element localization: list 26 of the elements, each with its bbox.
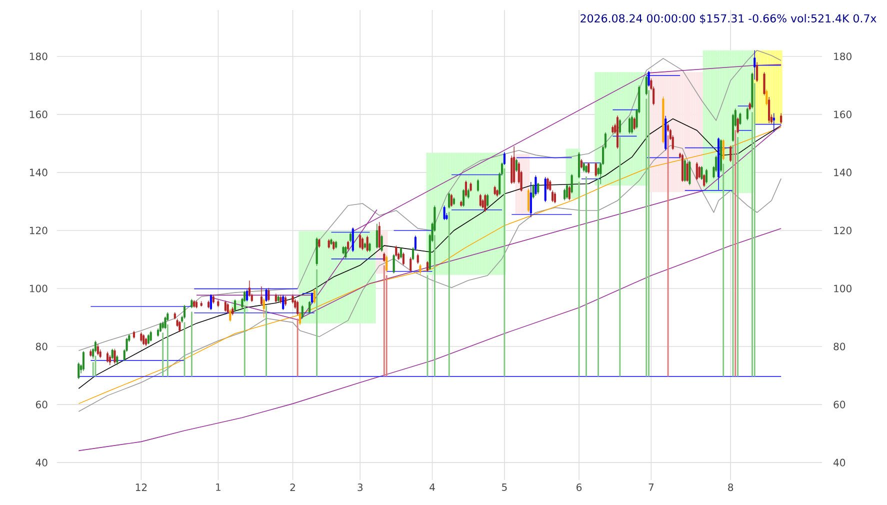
x-tick-label: 5 — [502, 484, 507, 491]
y2-tick-label: 60 — [834, 400, 846, 408]
x-tick-label: 3 — [358, 484, 363, 492]
y2-tick-label: 100 — [834, 284, 852, 292]
y2-tick-label: 80 — [834, 342, 846, 350]
y2-tick-label: 40 — [834, 458, 846, 466]
y-tick-label: 120 — [30, 226, 48, 234]
x-tick-label: 2 — [290, 484, 295, 491]
x-tick-label: 6 — [576, 484, 582, 492]
x-tick-label: 7 — [648, 484, 654, 491]
x-tick-label: 1 — [216, 484, 220, 491]
y2-tick-label: 120 — [834, 226, 852, 234]
x-tick-label: 12 — [136, 484, 147, 491]
y-tick-label: 60 — [36, 400, 48, 408]
x-tick-label: 4 — [430, 484, 435, 491]
y-tick-label: 40 — [36, 458, 48, 466]
y-tick-label: 160 — [30, 110, 48, 118]
y2-tick-label: 160 — [834, 110, 852, 118]
y-tick-label: 180 — [30, 52, 48, 60]
y-tick-label: 100 — [30, 284, 48, 292]
y2-tick-label: 180 — [834, 52, 852, 60]
chart-title: 2026.08.24 00:00:00 $157.31 -0.66% vol:521.4K 0.7x — [580, 14, 876, 24]
y2-tick-label: 140 — [834, 168, 852, 176]
y-tick-label: 80 — [36, 342, 48, 350]
x-tick-label: 8 — [728, 484, 734, 492]
y-tick-label: 140 — [30, 168, 48, 176]
